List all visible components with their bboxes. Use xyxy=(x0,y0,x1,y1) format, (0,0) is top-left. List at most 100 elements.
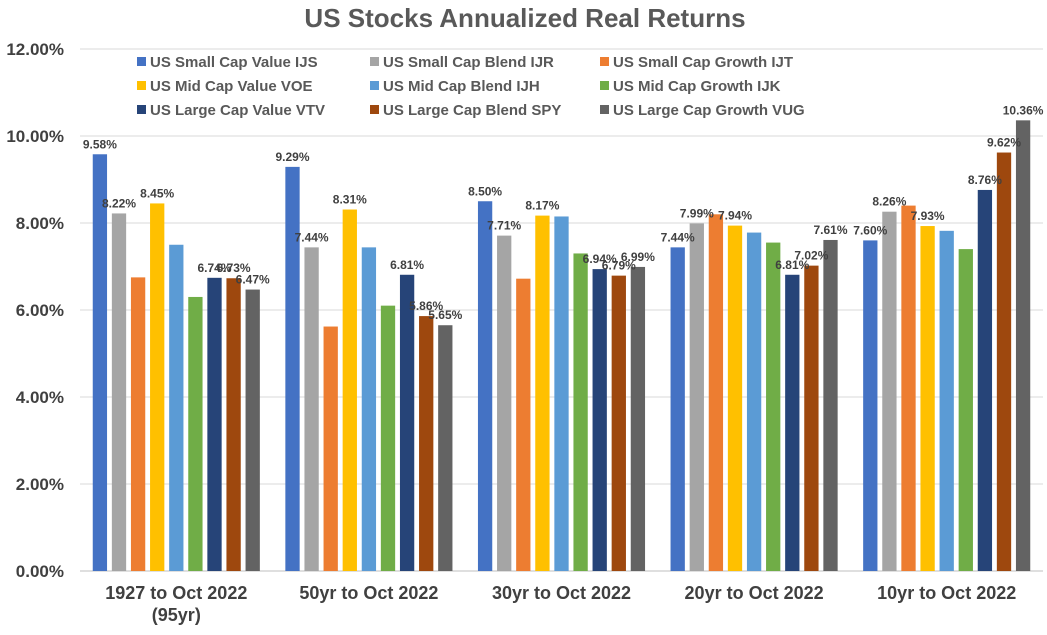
bar xyxy=(535,215,550,572)
bar xyxy=(939,230,954,571)
bar xyxy=(92,154,108,571)
legend-label: US Mid Cap Growth IJK xyxy=(613,78,781,95)
data-label: 7.93% xyxy=(911,209,945,223)
bar xyxy=(207,277,222,571)
legend-label: US Large Cap Growth VUG xyxy=(613,102,805,119)
legend-label: US Small Cap Growth IJT xyxy=(613,54,793,71)
data-label: 6.79% xyxy=(602,259,636,273)
chart-title: US Stocks Annualized Real Returns xyxy=(304,3,745,33)
legend-swatch xyxy=(600,105,609,114)
bar xyxy=(304,247,319,572)
bar xyxy=(188,296,203,571)
legend-swatch xyxy=(370,105,379,114)
data-label: 8.17% xyxy=(525,199,559,213)
bar xyxy=(727,225,743,572)
data-label: 8.31% xyxy=(333,193,367,207)
y-tick-label: 0.00% xyxy=(16,562,64,581)
data-label: 7.94% xyxy=(718,209,752,223)
legend-item: US Small Cap Growth IJT xyxy=(600,54,793,71)
bar xyxy=(958,249,973,571)
legend-item: US Large Cap Blend SPY xyxy=(370,102,561,119)
data-label: 9.62% xyxy=(987,136,1021,150)
x-tick-label: 30yr to Oct 2022 xyxy=(492,583,631,603)
y-tick-label: 8.00% xyxy=(16,214,64,233)
data-label: 7.44% xyxy=(295,230,329,244)
legend-label: US Small Cap Blend IJR xyxy=(383,54,554,71)
legend-swatch xyxy=(137,105,146,114)
legend-item: US Small Cap Value IJS xyxy=(137,54,318,71)
data-label: 6.81% xyxy=(775,258,809,272)
legend-item: US Large Cap Value VTV xyxy=(137,102,325,119)
bar xyxy=(708,214,724,572)
data-label: 9.58% xyxy=(83,137,117,151)
data-label: 10.36% xyxy=(1003,103,1044,117)
bar xyxy=(477,201,493,571)
bar xyxy=(996,152,1012,571)
data-label: 7.71% xyxy=(487,219,521,233)
legend-label: US Large Cap Blend SPY xyxy=(383,102,561,119)
bar xyxy=(766,242,781,571)
bar xyxy=(438,325,453,571)
x-tick-label: (95yr) xyxy=(152,605,201,625)
data-label: 6.94% xyxy=(583,252,617,266)
data-label: 6.74% xyxy=(197,261,231,275)
bar xyxy=(554,216,569,571)
bar xyxy=(592,269,607,571)
data-label: 8.76% xyxy=(968,173,1002,187)
legend-item: US Mid Cap Blend IJH xyxy=(370,78,540,95)
bar xyxy=(689,223,704,571)
bar xyxy=(226,278,241,571)
data-label: 9.29% xyxy=(275,150,309,164)
bar xyxy=(630,266,646,571)
bar xyxy=(977,189,993,571)
legend-label: US Small Cap Value IJS xyxy=(150,54,318,71)
bar xyxy=(785,274,800,571)
legend-label: US Mid Cap Blend IJH xyxy=(383,78,540,95)
bar xyxy=(573,253,588,571)
y-tick-label: 12.00% xyxy=(6,40,64,59)
y-axis-ticks: 0.00% 2.00% 4.00% 6.00% 8.00% 10.00% 12.00% xyxy=(6,40,64,581)
y-tick-label: 2.00% xyxy=(16,475,64,494)
bar xyxy=(804,265,819,571)
bar xyxy=(746,232,762,571)
data-label: 8.50% xyxy=(468,184,502,198)
legend-swatch xyxy=(370,81,379,90)
bar xyxy=(823,239,838,571)
y-tick-label: 10.00% xyxy=(6,127,64,146)
data-label: 6.73% xyxy=(217,261,251,275)
bar xyxy=(1015,120,1031,571)
data-label: 5.65% xyxy=(428,308,462,322)
bar xyxy=(901,205,916,571)
bar xyxy=(882,211,897,571)
bar xyxy=(670,247,685,572)
data-labels: 9.58% 8.22% 8.45% 6.74%6.73%6.47% 9.29% 7.44%… xyxy=(83,103,1044,322)
legend-label: US Large Cap Value VTV xyxy=(150,102,325,119)
bar xyxy=(169,244,184,571)
legend-swatch xyxy=(600,81,609,90)
x-tick-label: 50yr to Oct 2022 xyxy=(299,583,438,603)
data-label: 7.44% xyxy=(661,230,695,244)
data-label: 7.60% xyxy=(853,223,887,237)
legend-swatch xyxy=(137,57,146,66)
x-tick-label: 10yr to Oct 2022 xyxy=(877,583,1016,603)
bar xyxy=(285,166,300,571)
bar xyxy=(150,203,165,572)
legend-item: US Small Cap Blend IJR xyxy=(370,54,554,71)
x-tick-label: 20yr to Oct 2022 xyxy=(685,583,824,603)
legend-item: US Mid Cap Growth IJK xyxy=(600,78,781,95)
y-tick-label: 6.00% xyxy=(16,301,64,320)
bar xyxy=(863,240,878,571)
data-label: 8.26% xyxy=(872,195,906,209)
bar xyxy=(361,247,377,572)
x-tick-label: 1927 to Oct 2022 xyxy=(105,583,247,603)
data-label: 8.45% xyxy=(140,186,174,200)
bar xyxy=(323,326,338,571)
data-label: 6.99% xyxy=(621,250,655,264)
legend-swatch xyxy=(137,81,146,90)
data-label: 5.86% xyxy=(409,299,443,313)
legend-swatch xyxy=(370,57,379,66)
x-axis-ticks: 1927 to Oct 2022(95yr) 50yr to Oct 2022 30… xyxy=(105,583,1016,625)
y-tick-label: 4.00% xyxy=(16,388,64,407)
bar xyxy=(399,274,415,571)
